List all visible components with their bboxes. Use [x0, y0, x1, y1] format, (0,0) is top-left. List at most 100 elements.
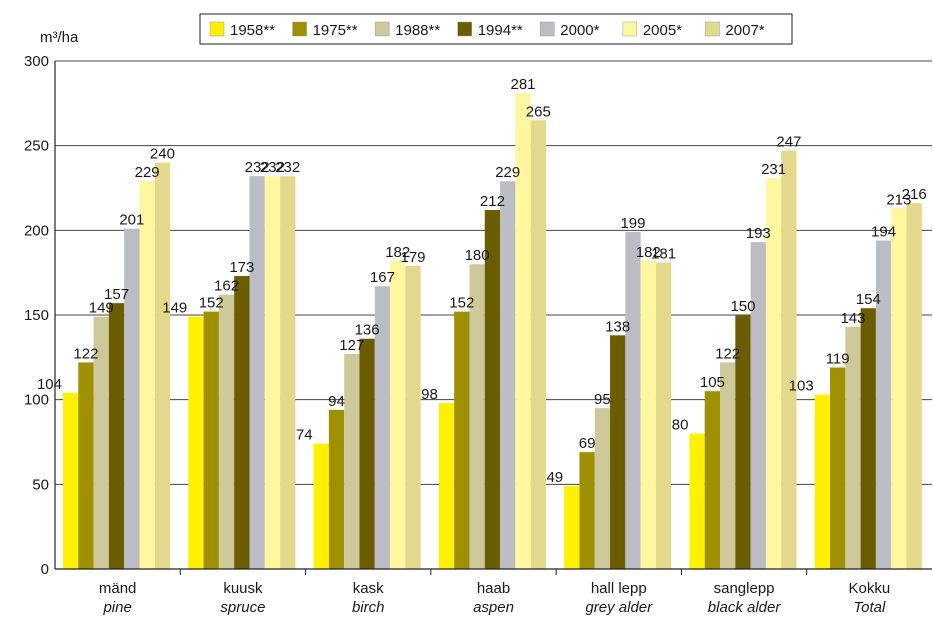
data-label: 122: [715, 345, 740, 362]
data-label: 232: [245, 159, 270, 176]
bar: [249, 176, 265, 569]
legend-label: 2005*: [643, 22, 682, 39]
bar: [124, 228, 140, 569]
bar: [359, 338, 375, 569]
data-label: 98: [421, 386, 438, 403]
legend-label: 2007*: [725, 22, 764, 39]
bar: [564, 486, 580, 569]
bar: [63, 392, 79, 569]
data-label: 152: [449, 295, 474, 312]
y-tick-label: 200: [24, 222, 49, 239]
bar: [735, 315, 751, 569]
x-axis: mänd pine kuusk spruce kask birch haab aspen hal…: [54, 61, 932, 616]
data-label: 193: [746, 225, 771, 242]
bar: [484, 210, 501, 569]
bar: [655, 262, 672, 569]
x-tick-label: mänd: [99, 580, 137, 597]
bar: [875, 240, 892, 569]
bar: [469, 264, 485, 569]
data-label: 122: [73, 345, 98, 362]
bar: [530, 120, 546, 570]
bar: [579, 452, 595, 569]
data-label: 281: [510, 76, 535, 93]
bar: [906, 203, 922, 570]
bar: [78, 362, 94, 569]
bar: [720, 362, 736, 569]
x-tick-sublabel: aspen: [473, 599, 514, 616]
data-label: 240: [150, 146, 175, 163]
bar: [93, 316, 109, 569]
y-tick-label: 100: [24, 392, 49, 409]
legend-swatch: [457, 21, 472, 37]
data-label: 232: [275, 159, 300, 176]
bar: [454, 311, 470, 569]
bar: [313, 443, 329, 569]
x-tick-sublabel: pine: [102, 599, 131, 616]
bar: [781, 150, 797, 569]
data-label: 229: [495, 164, 520, 181]
data-label: 212: [480, 193, 505, 210]
y-tick-label: 250: [24, 138, 49, 155]
data-label: 199: [620, 215, 645, 232]
data-label: 69: [579, 435, 596, 452]
data-label: 194: [871, 223, 896, 240]
y-axis-ticks: 0 50 100 150 200 250 300: [24, 53, 49, 578]
y-tick-label: 0: [41, 561, 49, 578]
data-label: 157: [104, 286, 129, 303]
x-tick-sublabel: grey alder: [585, 599, 653, 616]
data-label: 150: [730, 298, 755, 315]
data-label: 213: [886, 191, 911, 208]
bar: [405, 265, 421, 569]
data-label: 94: [328, 393, 345, 410]
bar: [438, 403, 455, 569]
data-label: 167: [370, 269, 395, 286]
data-label: 143: [840, 310, 865, 327]
legend-swatch: [292, 21, 307, 37]
data-label: 138: [605, 318, 630, 335]
data-label: 265: [526, 103, 551, 120]
legend-label: 1958**: [230, 22, 275, 39]
data-label: 216: [902, 186, 927, 203]
bar: [689, 433, 705, 569]
data-label: 149: [162, 300, 187, 317]
data-label: 162: [214, 278, 239, 295]
data-label: 136: [355, 322, 380, 339]
data-label: 232: [260, 159, 285, 176]
data-label: 201: [119, 212, 144, 229]
data-label: 127: [339, 337, 364, 354]
legend-label: 1988**: [395, 22, 440, 39]
bar: [704, 391, 721, 569]
data-label: 104: [37, 376, 62, 393]
y-tick-label: 300: [24, 53, 49, 70]
legend-swatch: [622, 21, 638, 37]
bar: [814, 394, 831, 569]
data-label: 182: [385, 244, 410, 261]
bar: [845, 326, 861, 569]
bar: [154, 162, 171, 569]
bar: [264, 176, 281, 569]
x-tick-label: sanglepp: [714, 580, 775, 597]
data-label: 180: [465, 247, 490, 264]
bar: [218, 294, 235, 569]
bar: [280, 176, 296, 569]
bar: [500, 181, 516, 569]
data-label: 231: [761, 161, 786, 178]
bar: [640, 260, 656, 569]
y-axis-label: m³/ha: [40, 29, 79, 46]
data-label: 154: [856, 291, 881, 308]
bar: [750, 242, 766, 570]
bar: [188, 316, 204, 569]
data-label: 103: [789, 378, 814, 395]
bar: [515, 93, 531, 569]
y-tick-label: 150: [24, 307, 49, 324]
bars: [63, 93, 922, 570]
data-label: 182: [636, 244, 661, 261]
data-label: 152: [199, 295, 224, 312]
data-label: 74: [296, 427, 313, 444]
data-label: 49: [546, 469, 563, 486]
x-tick-label: haab: [477, 580, 510, 597]
bar: [108, 303, 125, 569]
x-tick-label: kuusk: [223, 580, 263, 597]
